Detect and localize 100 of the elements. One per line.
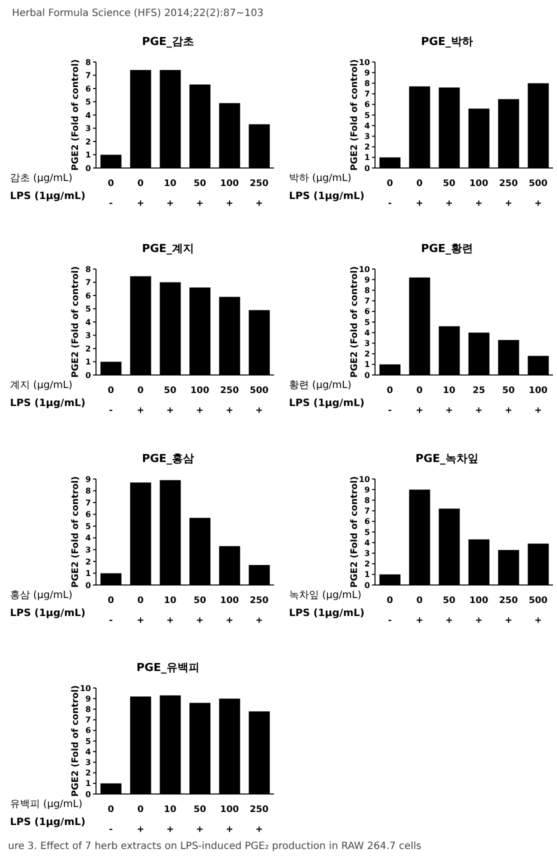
y-tick-label: 0	[85, 790, 92, 799]
x-tick-label: 0 -	[108, 596, 114, 626]
y-tick-label: 8	[364, 496, 370, 506]
y-tick-label: 8	[85, 264, 92, 274]
y-axis-title: PGE2 (Fold of control)	[71, 266, 81, 378]
y-tick-label: 2	[85, 768, 91, 778]
y-tick-label: 3	[364, 549, 370, 558]
x-tick-label: 0 +	[136, 596, 144, 626]
x-axis-title: 황련 (μg/mL) LPS (1μg/mL)	[289, 379, 364, 409]
x-tick-label: 100 +	[220, 805, 239, 835]
x-tick-label: 100 +	[528, 386, 548, 416]
x-tick-label: 250 +	[250, 596, 269, 626]
y-tick-label: 6	[364, 307, 370, 316]
x-tick-label: 100 +	[190, 386, 210, 416]
y-tick-label: 10	[358, 474, 370, 484]
x-tick-label: 500 +	[528, 179, 548, 209]
x-axis-title: 박하 (μg/mL) LPS (1μg/mL)	[289, 172, 364, 202]
y-tick-label: 8	[364, 79, 370, 88]
x-axis-title: 계지 (μg/mL) LPS (1μg/mL)	[10, 379, 86, 409]
y-tick-label: 0	[85, 370, 92, 380]
y-tick-label: 3	[85, 546, 91, 555]
x-tick-label: 100 +	[220, 596, 239, 626]
y-axis-title: PGE2 (Fold of control)	[71, 476, 81, 588]
y-tick-label: 3	[85, 331, 91, 340]
y-tick-label: 7	[364, 506, 370, 516]
y-tick-label: 4	[364, 538, 370, 548]
x-tick-label: 0 -	[386, 386, 393, 416]
y-tick-label: 6	[364, 100, 370, 110]
x-tick-label: 100 +	[469, 596, 488, 626]
x-tick-label: 0 -	[108, 805, 114, 835]
x-tick-label: 100 +	[469, 179, 488, 209]
chart-title: PGE_녹차잎	[414, 451, 480, 466]
y-tick-label: 4	[85, 747, 92, 756]
y-tick-label: 10	[358, 58, 370, 67]
y-tick-label: 1	[364, 153, 370, 162]
x-tick-label: 0 +	[416, 596, 424, 626]
y-tick-label: 3	[364, 132, 370, 142]
y-tick-label: 2	[85, 557, 91, 566]
y-tick-label: 0	[364, 164, 370, 173]
x-tick-label: 0 +	[136, 386, 144, 416]
y-tick-label: 10	[358, 264, 370, 274]
x-tick-label: 50 +	[442, 596, 456, 626]
y-tick-label: 9	[85, 694, 92, 704]
x-tick-label: 10 +	[164, 596, 176, 626]
y-tick-label: 5	[85, 98, 92, 107]
chart-title: PGE_계지	[140, 241, 196, 256]
y-tick-label: 9	[364, 275, 370, 284]
chart-title: PGE_유백피	[135, 660, 201, 675]
y-tick-label: 4	[85, 110, 92, 120]
y-tick-label: 5	[85, 522, 92, 531]
x-tick-label: 0 -	[108, 179, 114, 209]
y-tick-label: 0	[85, 580, 92, 590]
y-tick-label: 8	[85, 486, 92, 496]
y-tick-label: 6	[85, 291, 92, 300]
y-tick-label: 8	[85, 705, 92, 714]
y-tick-label: 7	[85, 716, 91, 725]
y-tick-label: 0	[364, 370, 370, 380]
x-tick-label: 0 +	[416, 386, 424, 416]
x-tick-label: 250 +	[250, 179, 269, 209]
y-tick-label: 9	[364, 485, 370, 494]
y-tick-label: 1	[85, 358, 92, 367]
y-tick-label: 9	[85, 474, 92, 484]
y-tick-label: 7	[85, 278, 91, 288]
y-tick-label: 6	[85, 726, 92, 736]
y-tick-label: 2	[364, 350, 370, 359]
chart-title: PGE_감초	[140, 34, 196, 49]
x-tick-label: 0 +	[416, 179, 424, 209]
y-tick-label: 5	[85, 736, 92, 746]
y-tick-label: 4	[85, 534, 92, 543]
x-tick-label: 25 +	[472, 386, 486, 416]
x-axis-title: 녹차잎 (μg/mL) LPS (1μg/mL)	[289, 589, 364, 619]
x-tick-label: 250 +	[499, 596, 518, 626]
y-tick-label: 4	[85, 318, 92, 327]
x-tick-label: 500 +	[250, 386, 269, 416]
y-tick-label: 3	[85, 124, 91, 134]
x-tick-label: 500 +	[528, 596, 548, 626]
x-tick-label: 50 +	[164, 386, 176, 416]
x-tick-label: 0 -	[386, 179, 393, 209]
y-tick-label: 5	[364, 110, 370, 120]
x-tick-label: 10 +	[164, 179, 176, 209]
x-tick-label: 50 +	[194, 596, 206, 626]
chart-title: PGE_황련	[420, 241, 474, 256]
y-axis-title: PGE2 (Fold of control)	[71, 685, 81, 797]
y-tick-label: 2	[85, 344, 91, 354]
text: Herbal Formula Science (HFS) 2014;22(2):87~103	[12, 8, 264, 19]
chart-title: PGE_박하	[420, 34, 474, 49]
x-axis-title: 홍삼 (μg/mL) LPS (1μg/mL)	[10, 589, 86, 619]
y-tick-label: 1	[364, 570, 370, 580]
y-axis-title: PGE2 (Fold of control)	[350, 476, 360, 588]
y-axis-title: PGE2 (Fold of control)	[350, 59, 360, 171]
y-tick-label: 7	[364, 296, 370, 306]
y-tick-label: 6	[85, 510, 92, 520]
y-tick-label: 1	[85, 150, 92, 160]
y-tick-label: 10	[80, 684, 92, 693]
y-tick-label: 2	[364, 142, 370, 152]
y-tick-label: 3	[364, 339, 370, 348]
y-tick-label: 4	[364, 121, 370, 130]
y-tick-label: 0	[85, 164, 92, 173]
x-tick-label: 10 +	[442, 386, 456, 416]
chart-title: PGE_홍삼	[140, 451, 196, 466]
